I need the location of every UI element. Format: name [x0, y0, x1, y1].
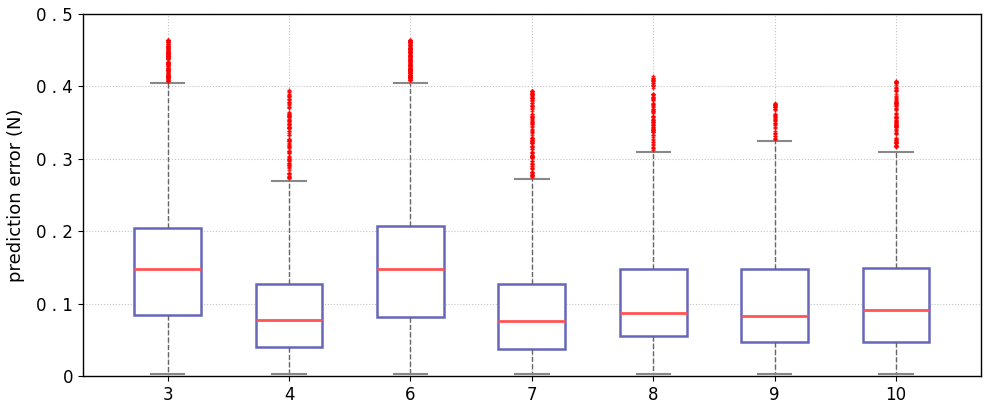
PathPatch shape — [134, 228, 201, 315]
PathPatch shape — [499, 284, 565, 349]
PathPatch shape — [741, 269, 808, 342]
Y-axis label: prediction error (N): prediction error (N) — [7, 109, 25, 282]
PathPatch shape — [377, 226, 444, 317]
PathPatch shape — [863, 268, 930, 342]
PathPatch shape — [256, 284, 322, 347]
PathPatch shape — [619, 269, 687, 337]
